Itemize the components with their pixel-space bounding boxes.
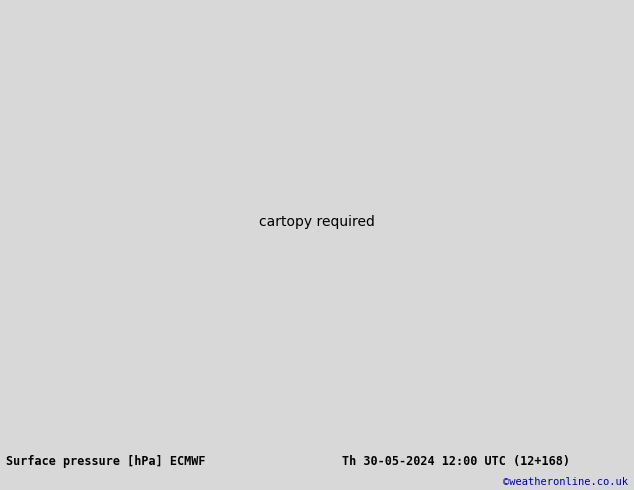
Text: ©weatheronline.co.uk: ©weatheronline.co.uk bbox=[503, 477, 628, 487]
Text: cartopy required: cartopy required bbox=[259, 215, 375, 229]
Text: Surface pressure [hPa] ECMWF: Surface pressure [hPa] ECMWF bbox=[6, 455, 206, 467]
Text: Th 30-05-2024 12:00 UTC (12+168): Th 30-05-2024 12:00 UTC (12+168) bbox=[342, 455, 571, 467]
